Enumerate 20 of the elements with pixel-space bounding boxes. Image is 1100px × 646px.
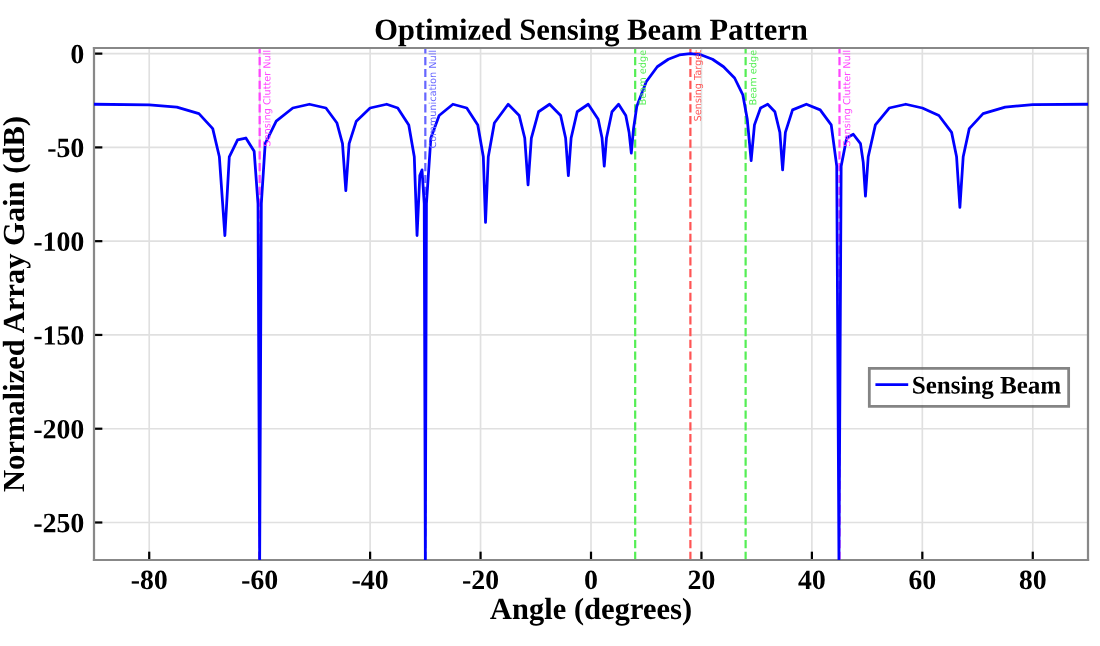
x-tick-label: 60 [909, 570, 936, 590]
x-tick-label: 80 [1019, 570, 1046, 590]
x-axis-title: Angle (degrees) [490, 597, 691, 626]
x-tick-label: -60 [242, 570, 278, 590]
line-series [94, 52, 1088, 560]
y-tick-label: -200 [34, 419, 84, 439]
x-tick-label: -40 [352, 570, 388, 590]
y-tick-label: -100 [34, 232, 84, 252]
legend-label: Sensing Beam [913, 376, 1061, 399]
y-tick-label: -50 [48, 138, 84, 158]
y-axis-title: Normalized Array Gain (dB) [2, 117, 31, 492]
x-tick-label: 0 [585, 570, 597, 590]
chart-title: Optimized Sensing Beam Pattern [375, 18, 808, 47]
x-tick-label: 40 [798, 570, 825, 590]
y-tick-label: -250 [34, 513, 84, 533]
y-tick-label: -150 [34, 326, 84, 345]
x-tick-label: -80 [131, 570, 167, 590]
y-tick-label: 0 [71, 44, 84, 64]
x-tick-label: -20 [463, 570, 499, 590]
x-tick-label: 20 [688, 570, 715, 590]
